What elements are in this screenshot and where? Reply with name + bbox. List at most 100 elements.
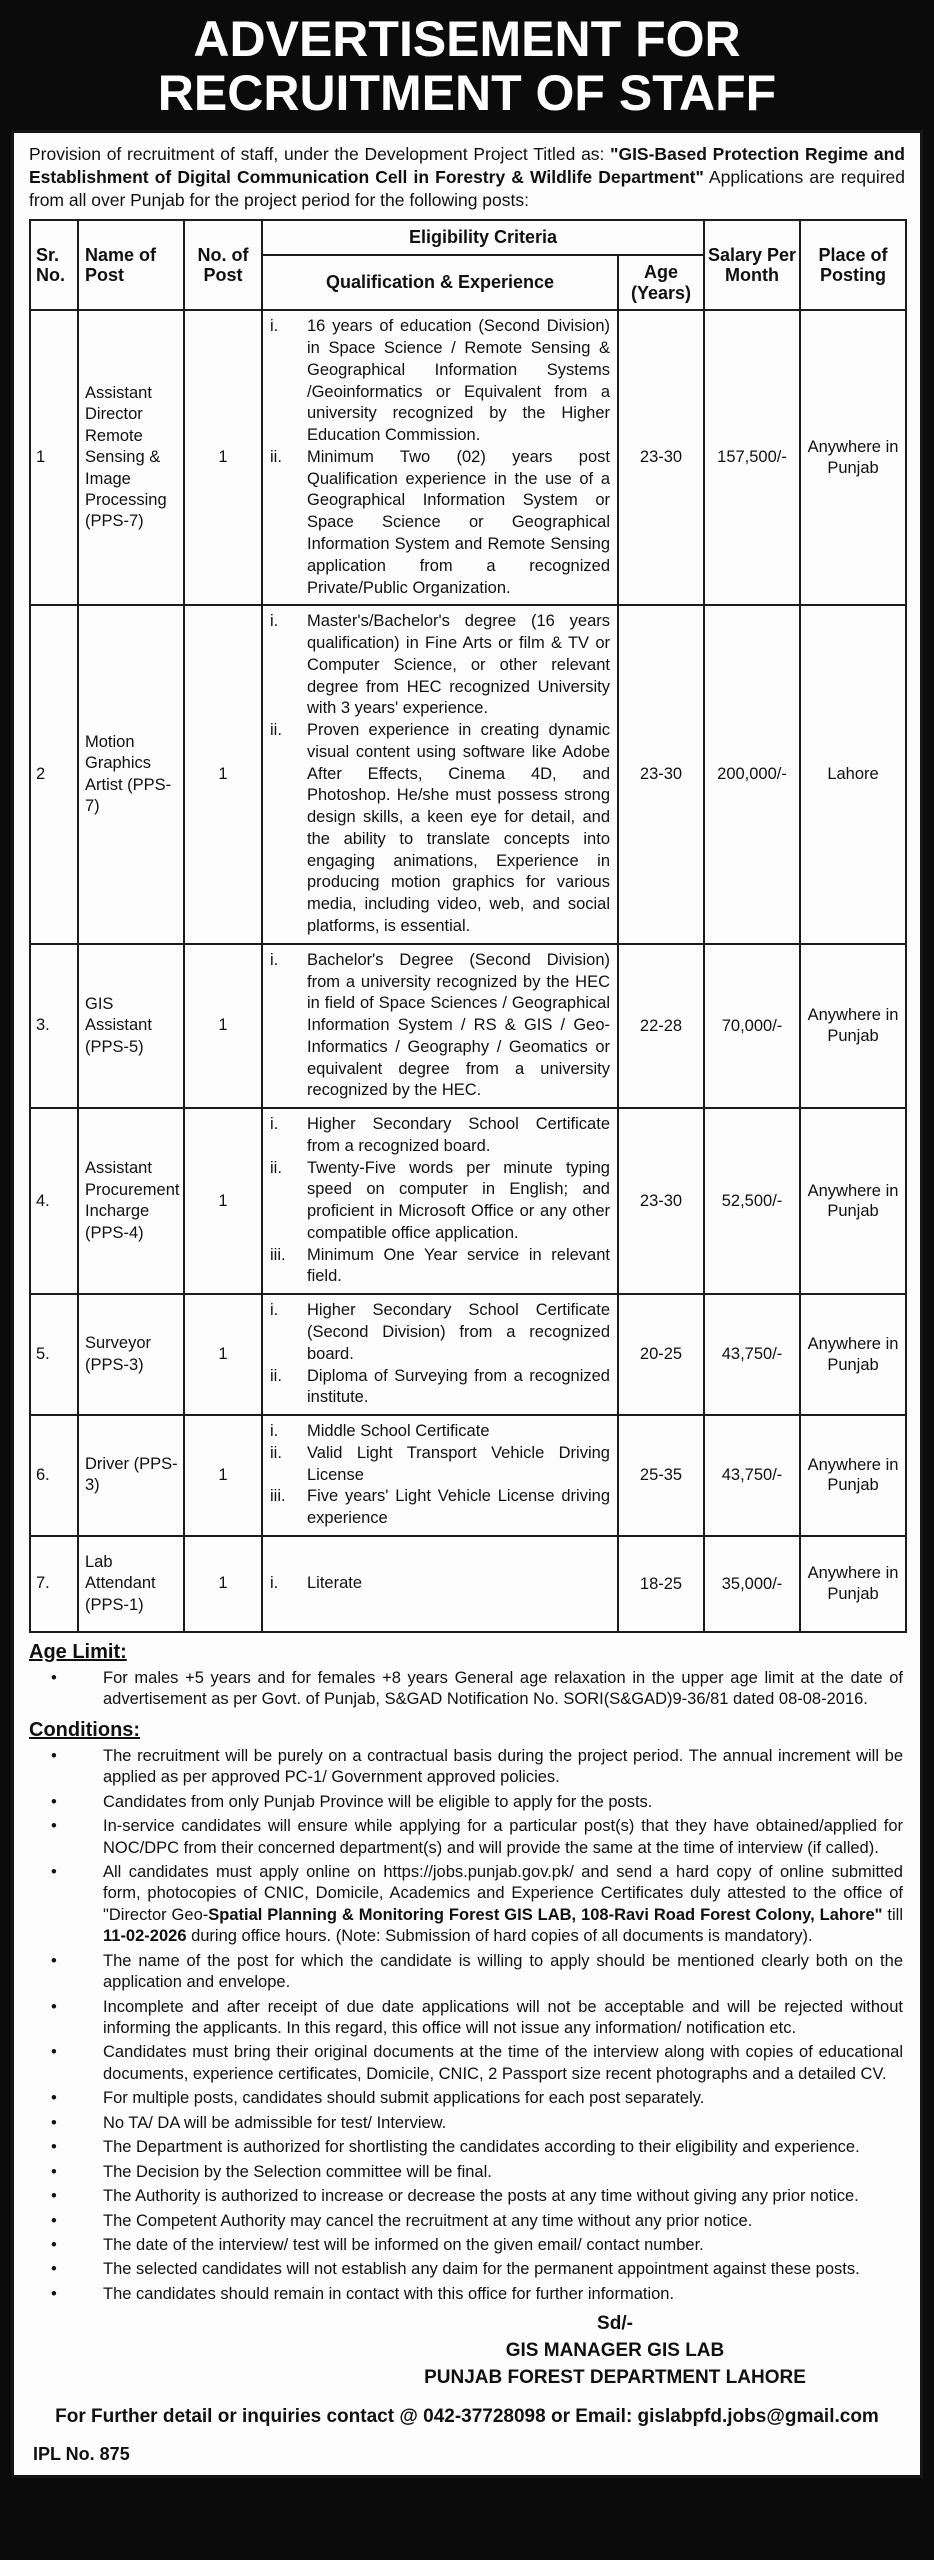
bullet-text-segment: The date of the interview/ test will be … [103, 2235, 704, 2254]
qualification-index: i. [270, 950, 279, 969]
post-name: Driver (PPS-3) [77, 1414, 185, 1537]
qualification-item: i. Higher Secondary School Certificate fr… [265, 1114, 613, 1158]
post-name: Lab Attendant (PPS-1) [77, 1534, 185, 1633]
bullet-text-segment: No TA/ DA will be admissible for test/ I… [103, 2113, 447, 2132]
bullet-item: • For males +5 years and for females +8 y… [29, 1668, 905, 1711]
post-salary: 43,750/- [703, 1414, 802, 1537]
post-count: 1 [183, 309, 263, 607]
qualification-index: i. [270, 1301, 279, 1320]
post-qualifications: i. Middle School Certificate ii. Valid Ligh… [261, 1414, 619, 1537]
bullet-text: For males +5 years and for females +8 ye… [103, 1668, 905, 1711]
qualification-index: ii. [270, 1443, 282, 1462]
bullet-item: • For multiple posts, candidates should s… [29, 2088, 905, 2109]
qualification-item: iii. Five years' Light Vehicle License dr… [265, 1486, 613, 1530]
qualification-text: Valid Light Transport Vehicle Driving Li… [307, 1443, 610, 1484]
post-place: Anywhere in Punjab [799, 942, 908, 1110]
qualification-text: Higher Secondary School Certificate from… [307, 1115, 610, 1155]
bullet-item: • The selected candidates will not establ… [29, 2259, 905, 2280]
intro-text-post: Applications are required from all over … [29, 166, 906, 210]
bullet-item: • Incomplete and after receipt of due dat… [29, 1997, 905, 2040]
bullet-text: Candidates from only Punjab Province wil… [103, 1792, 905, 1813]
bullet-glyph: • [51, 1668, 57, 1687]
qualification-index: ii. [270, 721, 282, 740]
post-count: 1 [183, 1534, 263, 1633]
post-table-row: 1 Assistant Director Remote Sensing & Ima… [29, 309, 908, 607]
bullet-text-segment: The Competent Authority may cancel the r… [103, 2211, 753, 2230]
bullet-item: • The candidates should remain in contact… [29, 2284, 905, 2305]
bullet-glyph: • [51, 1817, 57, 1836]
intro-paragraph: Provision of recruitment of staff, under… [29, 143, 905, 211]
bullet-glyph: • [51, 1951, 57, 1970]
bullet-glyph: • [51, 1997, 57, 2016]
bullet-text-bold-segment: Spatial Planning & Monitoring Forest GIS… [208, 1905, 883, 1924]
bullet-item: • Candidates must bring their original do… [29, 2042, 905, 2085]
post-place: Anywhere in Punjab [799, 1414, 908, 1537]
signature-sd: Sd/- [597, 2313, 633, 2335]
post-salary: 157,500/- [703, 309, 802, 607]
bullet-text: No TA/ DA will be admissible for test/ I… [103, 2113, 905, 2134]
bullet-text: The Authority is authorized to increase … [103, 2186, 905, 2207]
table-header-row-2: Qualification & Experience Age (Years) [30, 253, 906, 312]
bullet-text: In-service candidates will ensure while … [103, 1816, 905, 1859]
posts-table: Sr. No. Name of Post No. of Post Eligibi… [29, 219, 908, 1633]
qualification-item: i. 16 years of education (Second Division… [265, 316, 613, 447]
bullet-text-segment: The candidates should remain in contact … [103, 2284, 675, 2303]
post-serial: 3. [29, 942, 79, 1110]
column-header-no-of-post: No. of Post [183, 219, 263, 312]
bullet-item: • The Department is authorized for shortl… [29, 2137, 905, 2158]
bullet-item: • The Authority is authorized to increase… [29, 2186, 905, 2207]
bullet-item: • All candidates must apply online on htt… [29, 1862, 905, 1948]
qualification-text: Middle School Certificate [307, 1422, 490, 1441]
bullet-text-segment: For males +5 years and for females +8 ye… [103, 1668, 903, 1709]
bullet-text: The selected candidates will not establi… [103, 2259, 905, 2280]
column-header-eligibility-criteria: Eligibility Criteria [260, 219, 706, 256]
advertisement-header-band: ADVERTISEMENT FOR RECRUITMENT OF STAFF [0, 0, 934, 130]
post-qualifications: i. Bachelor's Degree (Second Division) fr… [261, 942, 619, 1110]
intro-text-pre: Provision of recruitment of staff, under… [29, 144, 611, 164]
post-qualifications: i. Master's/Bachelor's degree (16 years q… [261, 604, 619, 945]
post-place: Anywhere in Punjab [799, 1107, 908, 1296]
bullet-glyph: • [51, 2138, 57, 2157]
table-header-row-1: Sr. No. Name of Post No. of Post Eligibi… [29, 219, 908, 312]
bullet-glyph: • [51, 2162, 57, 2181]
bullet-glyph: • [51, 2113, 57, 2132]
post-qualifications: i. Higher Secondary School Certificate fr… [261, 1107, 619, 1296]
bullet-item: • The Decision by the Selection committee… [29, 2162, 905, 2183]
post-salary: 200,000/- [703, 604, 802, 945]
newspaper-advertisement: ADVERTISEMENT FOR RECRUITMENT OF STAFF P… [0, 0, 934, 2479]
post-count: 1 [183, 942, 263, 1110]
post-salary: 35,000/- [703, 1534, 802, 1633]
bullet-text-segment: The selected candidates will not establi… [103, 2260, 860, 2279]
qualification-text: Bachelor's Degree (Second Division) from… [307, 950, 610, 1100]
post-place: Anywhere in Punjab [799, 1293, 908, 1417]
post-serial: 6. [29, 1414, 79, 1537]
post-age-range: 23-30 [616, 1107, 706, 1296]
bullet-text-segment: The Decision by the Selection committee … [103, 2162, 492, 2181]
column-header-sr-no: Sr. No. [29, 219, 79, 312]
bullet-item: • The Competent Authority may cancel the … [29, 2211, 905, 2232]
post-serial: 7. [29, 1534, 79, 1633]
bullet-text: Candidates must bring their original doc… [103, 2042, 905, 2085]
post-table-row: 6. Driver (PPS-3) 1 i. Middle School Certifi… [29, 1414, 908, 1537]
bullet-item: • In-service candidates will ensure while… [29, 1816, 905, 1859]
post-name: Surveyor (PPS-3) [77, 1293, 185, 1417]
post-count: 1 [183, 1414, 263, 1537]
qualification-item: ii. Minimum Two (02) years post Qualifica… [265, 447, 613, 599]
qualification-item: iii. Minimum One Year service in relevant… [265, 1245, 613, 1289]
posts-table-body: 1 Assistant Director Remote Sensing & Ima… [29, 309, 908, 1633]
qualification-text: Five years' Light Vehicle License drivin… [307, 1487, 610, 1528]
bullet-text-segment: The Department is authorized for shortli… [103, 2138, 860, 2157]
post-salary: 43,750/- [703, 1293, 802, 1417]
bullet-text-bold-segment: 11-02-2026 [103, 1927, 187, 1946]
post-serial: 4. [29, 1107, 79, 1296]
posts-table-head: Sr. No. Name of Post No. of Post Eligibi… [29, 219, 908, 312]
bullet-item: • The date of the interview/ test will be… [29, 2235, 905, 2256]
qualification-item: i. Higher Secondary School Certificate (S… [265, 1300, 613, 1365]
post-qualifications: i. 16 years of education (Second Division… [261, 309, 619, 607]
post-place: Anywhere in Punjab [799, 1534, 908, 1633]
contact-line: For Further detail or inquiries contact … [55, 2406, 879, 2428]
qualification-text: Minimum Two (02) years post Qualificatio… [307, 447, 610, 597]
bullet-text: The Decision by the Selection committee … [103, 2162, 905, 2183]
bullet-glyph: • [51, 2043, 57, 2062]
qualification-index: iii. [270, 1487, 286, 1506]
